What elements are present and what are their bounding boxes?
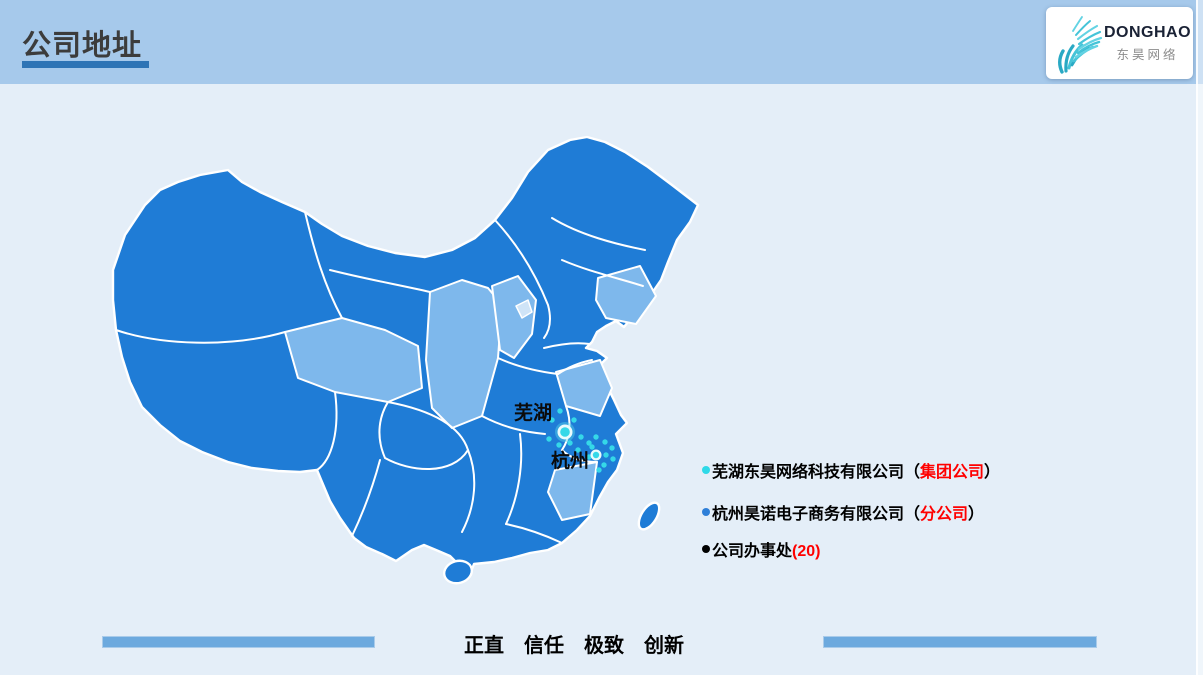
office-dot <box>557 408 563 414</box>
island-taiwan <box>637 501 661 531</box>
legend-company-type: 集团公司 <box>920 464 985 481</box>
province-beijing <box>515 299 533 319</box>
office-dot <box>575 447 581 453</box>
office-dot <box>601 462 607 468</box>
office-dot <box>571 417 577 423</box>
map-label-wuhu: 芜湖 <box>514 401 552 424</box>
legend-office-count: (20) <box>792 543 821 560</box>
office-dot <box>603 452 609 458</box>
company-values: 正直 信任 极致 创新 <box>464 635 684 657</box>
office-dot <box>589 444 595 450</box>
province-qinghai <box>284 317 423 403</box>
office-dot <box>546 436 552 442</box>
office-dot <box>609 445 615 451</box>
office-dot <box>586 454 592 460</box>
logo-subtitle: 东昊网络 <box>1116 47 1179 62</box>
province-jiangsu <box>555 359 613 417</box>
office-dot <box>549 417 555 423</box>
logo-text: DONGHAO 东昊网络 <box>1104 24 1193 63</box>
province-shaanxi-shanxi <box>425 279 503 429</box>
office-dot <box>610 456 616 462</box>
china-map: 芜湖 杭州 <box>100 120 710 605</box>
blue-dot-icon <box>702 508 710 516</box>
legend-company-name: 芜湖东昊网络科技有限公司 <box>712 464 905 481</box>
island-hainan <box>442 559 474 585</box>
legend-item-branch-company: 杭州昊诺电子商务有限公司（分公司） <box>702 502 1022 523</box>
company-logo: DONGHAO 东昊网络 <box>1046 7 1193 79</box>
legend: 芜湖东昊网络科技有限公司（集团公司） 杭州昊诺电子商务有限公司（分公司） 公司办… <box>702 460 1022 560</box>
footer-bar-right <box>823 636 1097 648</box>
header: 公司地址 DONGH <box>0 0 1203 84</box>
office-dot <box>556 442 562 448</box>
legend-item-offices: 公司办事处(20) <box>702 539 1022 560</box>
black-dot-icon <box>702 545 710 553</box>
legend-item-group-company: 芜湖东昊网络科技有限公司（集团公司） <box>702 460 1022 481</box>
province-hebei <box>491 275 537 359</box>
map-label-hangzhou: 杭州 <box>551 449 589 472</box>
legend-company-name: 杭州昊诺电子商务有限公司 <box>712 506 905 523</box>
cyan-dot-icon <box>702 466 710 474</box>
feather-fan-icon <box>1058 16 1103 74</box>
province-fujian <box>547 461 598 521</box>
office-dot <box>586 440 592 446</box>
office-dot <box>578 434 584 440</box>
province-liaoning <box>595 265 657 325</box>
footer-bar-left <box>102 636 375 648</box>
office-dot <box>596 467 602 473</box>
office-dot <box>567 440 573 446</box>
title-underline <box>22 61 149 68</box>
page-title: 公司地址 <box>22 30 143 62</box>
slide-edge <box>1196 0 1203 675</box>
office-dot <box>593 434 599 440</box>
province-borders <box>115 211 646 544</box>
group-hq-marker <box>560 427 570 437</box>
legend-company-type: 分公司 <box>920 506 969 523</box>
office-markers <box>546 408 616 473</box>
legend-office-label: 公司办事处 <box>712 543 793 560</box>
logo-name: DONGHAO <box>1104 23 1192 41</box>
office-dot <box>602 439 608 445</box>
branch-marker <box>592 451 600 459</box>
